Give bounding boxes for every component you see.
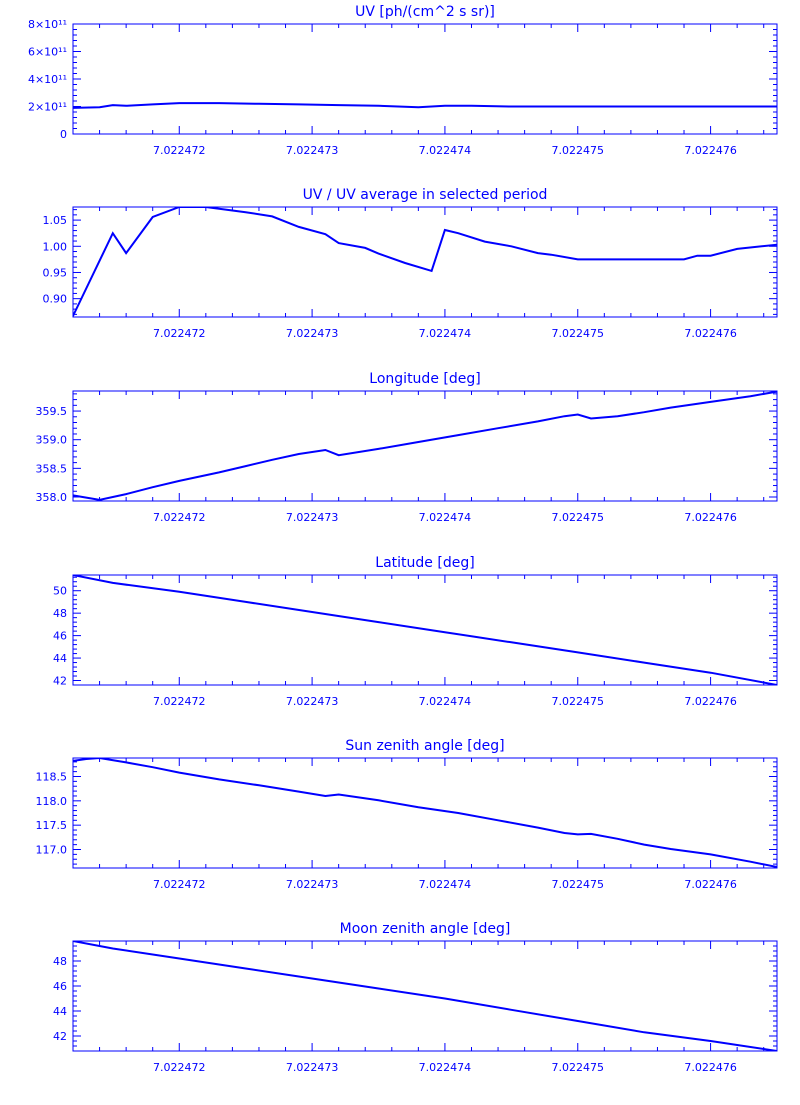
x-tick-label: 7.022474 bbox=[419, 144, 472, 157]
y-tick-label: 50 bbox=[53, 585, 67, 598]
series-line bbox=[73, 941, 777, 1051]
plot-panel: UV / UV average in selected period 7.0224… bbox=[43, 187, 778, 340]
series-line bbox=[73, 391, 777, 501]
y-tick-label: 42 bbox=[53, 675, 67, 688]
y-tick-label: 46 bbox=[53, 630, 67, 643]
y-tick-label: 0 bbox=[60, 128, 67, 141]
y-tick-label: 358.5 bbox=[36, 462, 68, 475]
y-tick-label: 117.0 bbox=[36, 844, 68, 857]
x-tick-label: 7.022476 bbox=[684, 144, 737, 157]
x-tick-label: 7.022472 bbox=[153, 511, 206, 524]
x-tick-label: 7.022475 bbox=[552, 695, 605, 708]
x-tick-label: 7.022474 bbox=[419, 878, 472, 891]
x-tick-label: 7.022473 bbox=[286, 327, 339, 340]
y-tick-label: 0.95 bbox=[43, 266, 68, 279]
y-tick-label: 358.0 bbox=[36, 491, 68, 504]
y-tick-label: 118.0 bbox=[36, 795, 68, 808]
x-tick-label: 7.022472 bbox=[153, 695, 206, 708]
series-line bbox=[73, 207, 777, 317]
x-tick-label: 7.022476 bbox=[684, 511, 737, 524]
y-tick-label: 48 bbox=[53, 607, 67, 620]
x-tick-label: 7.022472 bbox=[153, 878, 206, 891]
x-tick-label: 7.022472 bbox=[153, 144, 206, 157]
y-tick-label: 359.0 bbox=[36, 434, 68, 447]
plot-title: Longitude [deg] bbox=[369, 371, 480, 387]
y-tick-label: 0.90 bbox=[43, 293, 68, 306]
x-tick-label: 7.022473 bbox=[286, 695, 339, 708]
x-tick-label: 7.022473 bbox=[286, 1061, 339, 1074]
x-tick-label: 7.022476 bbox=[684, 327, 737, 340]
plot-panel: UV [ph/(cm^2 s sr)] 7.022472 7.022473 7.022… bbox=[28, 4, 778, 157]
x-tick-label: 7.022475 bbox=[552, 327, 605, 340]
x-tick-label: 7.022475 bbox=[552, 878, 605, 891]
x-tick-label: 7.022476 bbox=[684, 878, 737, 891]
x-tick-label: 7.022475 bbox=[552, 511, 605, 524]
y-tick-label: 118.5 bbox=[36, 770, 68, 783]
plot-panel: Latitude [deg] 7.022472 7.022473 7.022474 7.… bbox=[53, 555, 778, 708]
y-tick-label: 1.05 bbox=[43, 214, 68, 227]
y-tick-label: 117.5 bbox=[36, 819, 68, 832]
x-tick-label: 7.022473 bbox=[286, 878, 339, 891]
x-tick-label: 7.022475 bbox=[552, 144, 605, 157]
x-tick-label: 7.022474 bbox=[419, 1061, 472, 1074]
plot-title: Latitude [deg] bbox=[375, 555, 474, 571]
x-tick-label: 7.022474 bbox=[419, 511, 472, 524]
x-tick-label: 7.022475 bbox=[552, 1061, 605, 1074]
x-tick-label: 7.022476 bbox=[684, 1061, 737, 1074]
plot-panel: Moon zenith angle [deg] 7.022472 7.022473 7… bbox=[53, 921, 778, 1074]
plot-frame bbox=[72, 390, 778, 502]
x-tick-label: 7.022472 bbox=[153, 327, 206, 340]
y-tick-label: 1.00 bbox=[43, 240, 68, 253]
plot-frame bbox=[72, 574, 778, 686]
plot-frame bbox=[72, 206, 778, 318]
y-tick-label: 44 bbox=[53, 652, 67, 665]
plot-frame bbox=[72, 757, 778, 869]
x-tick-label: 7.022473 bbox=[286, 144, 339, 157]
plot-panel: Sun zenith angle [deg] 7.022472 7.022473 7.… bbox=[36, 738, 778, 891]
x-tick-label: 7.022474 bbox=[419, 327, 472, 340]
x-tick-label: 7.022472 bbox=[153, 1061, 206, 1074]
plot-title: UV [ph/(cm^2 s sr)] bbox=[355, 4, 495, 20]
y-tick-label: 46 bbox=[53, 980, 67, 993]
plot-title: Sun zenith angle [deg] bbox=[345, 738, 504, 754]
series-line bbox=[73, 102, 777, 109]
x-tick-label: 7.022476 bbox=[684, 695, 737, 708]
plot-panel: Longitude [deg] 7.022472 7.022473 7.022474 7… bbox=[36, 371, 778, 524]
x-tick-label: 7.022473 bbox=[286, 511, 339, 524]
plot-title: Moon zenith angle [deg] bbox=[340, 921, 511, 937]
y-tick-label: 44 bbox=[53, 1005, 67, 1018]
y-tick-label: 8×10¹¹ bbox=[28, 18, 67, 31]
y-tick-label: 2×10¹¹ bbox=[28, 101, 67, 114]
series-line bbox=[73, 758, 777, 868]
y-tick-label: 6×10¹¹ bbox=[28, 46, 67, 59]
plot-title: UV / UV average in selected period bbox=[303, 187, 548, 203]
y-tick-label: 359.5 bbox=[36, 405, 68, 418]
y-tick-label: 48 bbox=[53, 955, 67, 968]
y-tick-label: 42 bbox=[53, 1030, 67, 1043]
y-tick-label: 4×10¹¹ bbox=[28, 73, 67, 86]
x-tick-label: 7.022474 bbox=[419, 695, 472, 708]
series-line bbox=[73, 575, 777, 685]
plot-frame bbox=[72, 23, 778, 135]
